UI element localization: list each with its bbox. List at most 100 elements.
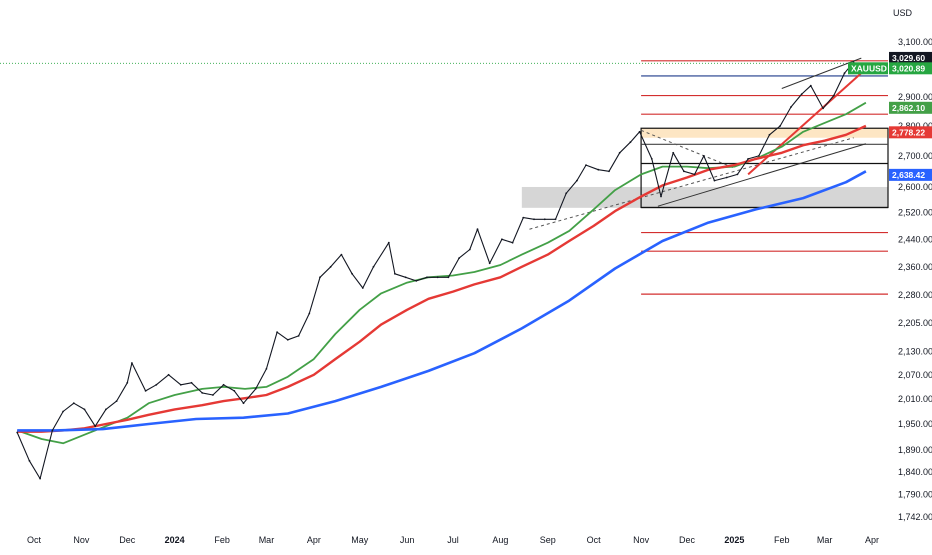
- support-zone: [521, 186, 888, 208]
- badge-bg: [889, 62, 932, 75]
- price-point: [650, 158, 653, 160]
- price-point: [660, 195, 662, 198]
- price-point: [387, 241, 390, 244]
- badge-bg: [889, 51, 932, 64]
- price-point: [832, 94, 835, 97]
- price-point: [222, 383, 225, 386]
- y-tick-label: 2,280.00: [898, 290, 932, 300]
- price-point: [501, 238, 503, 241]
- price-badge-4: 2,638.42: [889, 168, 932, 181]
- price-point: [308, 312, 311, 315]
- price-point: [16, 431, 19, 434]
- time-axis[interactable]: Oct Nov Dec 2024 Feb Mar Apr May Jun Jul Aug Sep Oct…: [27, 535, 879, 545]
- price-point: [790, 106, 792, 108]
- price-point: [179, 383, 182, 386]
- price-point: [254, 388, 257, 390]
- price-point: [447, 276, 450, 279]
- price-point: [94, 425, 97, 428]
- price-point: [476, 228, 479, 231]
- y-tick-label: 2,130.00: [898, 346, 932, 356]
- x-tick-label: Feb: [214, 535, 230, 545]
- moving-average-0: [16, 101, 867, 445]
- y-tick-label: 2,600.00: [898, 182, 932, 192]
- price-point: [190, 381, 193, 384]
- price-point: [713, 179, 716, 182]
- badge-value: 3,029.60: [892, 53, 925, 63]
- price-point: [144, 390, 147, 392]
- x-tick-label: 2024: [165, 535, 185, 545]
- price-point: [115, 400, 118, 402]
- price-point: [167, 373, 170, 376]
- resistance-zone: [641, 128, 888, 138]
- price-badge-2: 2,862.10: [889, 101, 932, 114]
- x-tick-label: 2025: [724, 535, 744, 545]
- x-tick-label: Dec: [119, 535, 136, 545]
- x-tick-label: Jul: [447, 535, 459, 545]
- price-point: [554, 218, 557, 221]
- price-point: [394, 272, 396, 275]
- price-point: [638, 130, 641, 133]
- price-point: [131, 362, 133, 364]
- moving-average-2: [17, 170, 867, 432]
- x-tick-label: Jun: [400, 535, 415, 545]
- y-tick-label: 2,070.00: [898, 370, 932, 380]
- price-point: [533, 218, 535, 221]
- currency-label: USD: [893, 8, 913, 18]
- price-point: [361, 287, 364, 289]
- y-tick-label: 1,742.00: [898, 512, 932, 522]
- price-point: [426, 276, 428, 279]
- badge-value: 3,020.89: [892, 63, 925, 73]
- price-point: [265, 368, 268, 370]
- badge-bg: [889, 126, 932, 139]
- price-point: [62, 410, 64, 413]
- x-tick-label: Feb: [774, 535, 790, 545]
- trendline-red: [747, 68, 867, 176]
- badge-value: 2,778.22: [892, 127, 925, 137]
- x-tick-label: Apr: [865, 535, 879, 545]
- price-point: [436, 276, 439, 279]
- price-point: [329, 265, 332, 268]
- price-point: [488, 262, 491, 265]
- price-point: [693, 173, 696, 176]
- price-layer: [16, 61, 855, 480]
- price-point: [565, 192, 568, 195]
- x-tick-label: Nov: [633, 535, 650, 545]
- price-point: [39, 477, 41, 480]
- x-tick-label: Dec: [679, 535, 696, 545]
- y-tick-label: 2,700.00: [898, 151, 932, 161]
- y-tick-label: 2,010.00: [898, 394, 932, 404]
- price-point: [779, 125, 782, 127]
- x-tick-label: Oct: [587, 535, 602, 545]
- price-point: [212, 394, 214, 396]
- price-point: [372, 265, 375, 268]
- price-badge-0: 3,029.60: [889, 51, 932, 64]
- price-point: [597, 168, 600, 171]
- symbol-label: XAUUSD: [851, 63, 887, 73]
- price-point: [618, 151, 621, 154]
- trendlines-layer: [529, 57, 867, 230]
- price-point: [340, 253, 343, 256]
- price-point: [72, 402, 75, 405]
- x-tick-label: Apr: [307, 535, 321, 545]
- price-badge-1: XAUUSD 3,020.89: [848, 62, 932, 75]
- badge-value: 2,638.42: [892, 170, 925, 180]
- price-point: [809, 84, 812, 87]
- trendline-rising: [657, 143, 867, 207]
- x-tick-label: Nov: [73, 535, 90, 545]
- y-tick-label: 2,800.00: [898, 121, 932, 131]
- price-point: [319, 276, 321, 279]
- price-point: [155, 383, 158, 386]
- price-point: [576, 179, 578, 182]
- x-tick-label: Aug: [492, 535, 508, 545]
- y-tick-label: 1,790.00: [898, 490, 932, 500]
- trendline-dashed-upper: [640, 129, 735, 169]
- x-tick-label: May: [351, 535, 369, 545]
- price-point: [800, 93, 803, 95]
- y-tick-label: 2,205.00: [898, 318, 932, 328]
- y-tick-label: 1,950.00: [898, 419, 932, 429]
- price-axis[interactable]: 3,100.00 2,900.00 2,800.00 2,700.00 2,600.00…: [898, 37, 932, 522]
- x-tick-label: Mar: [259, 535, 275, 545]
